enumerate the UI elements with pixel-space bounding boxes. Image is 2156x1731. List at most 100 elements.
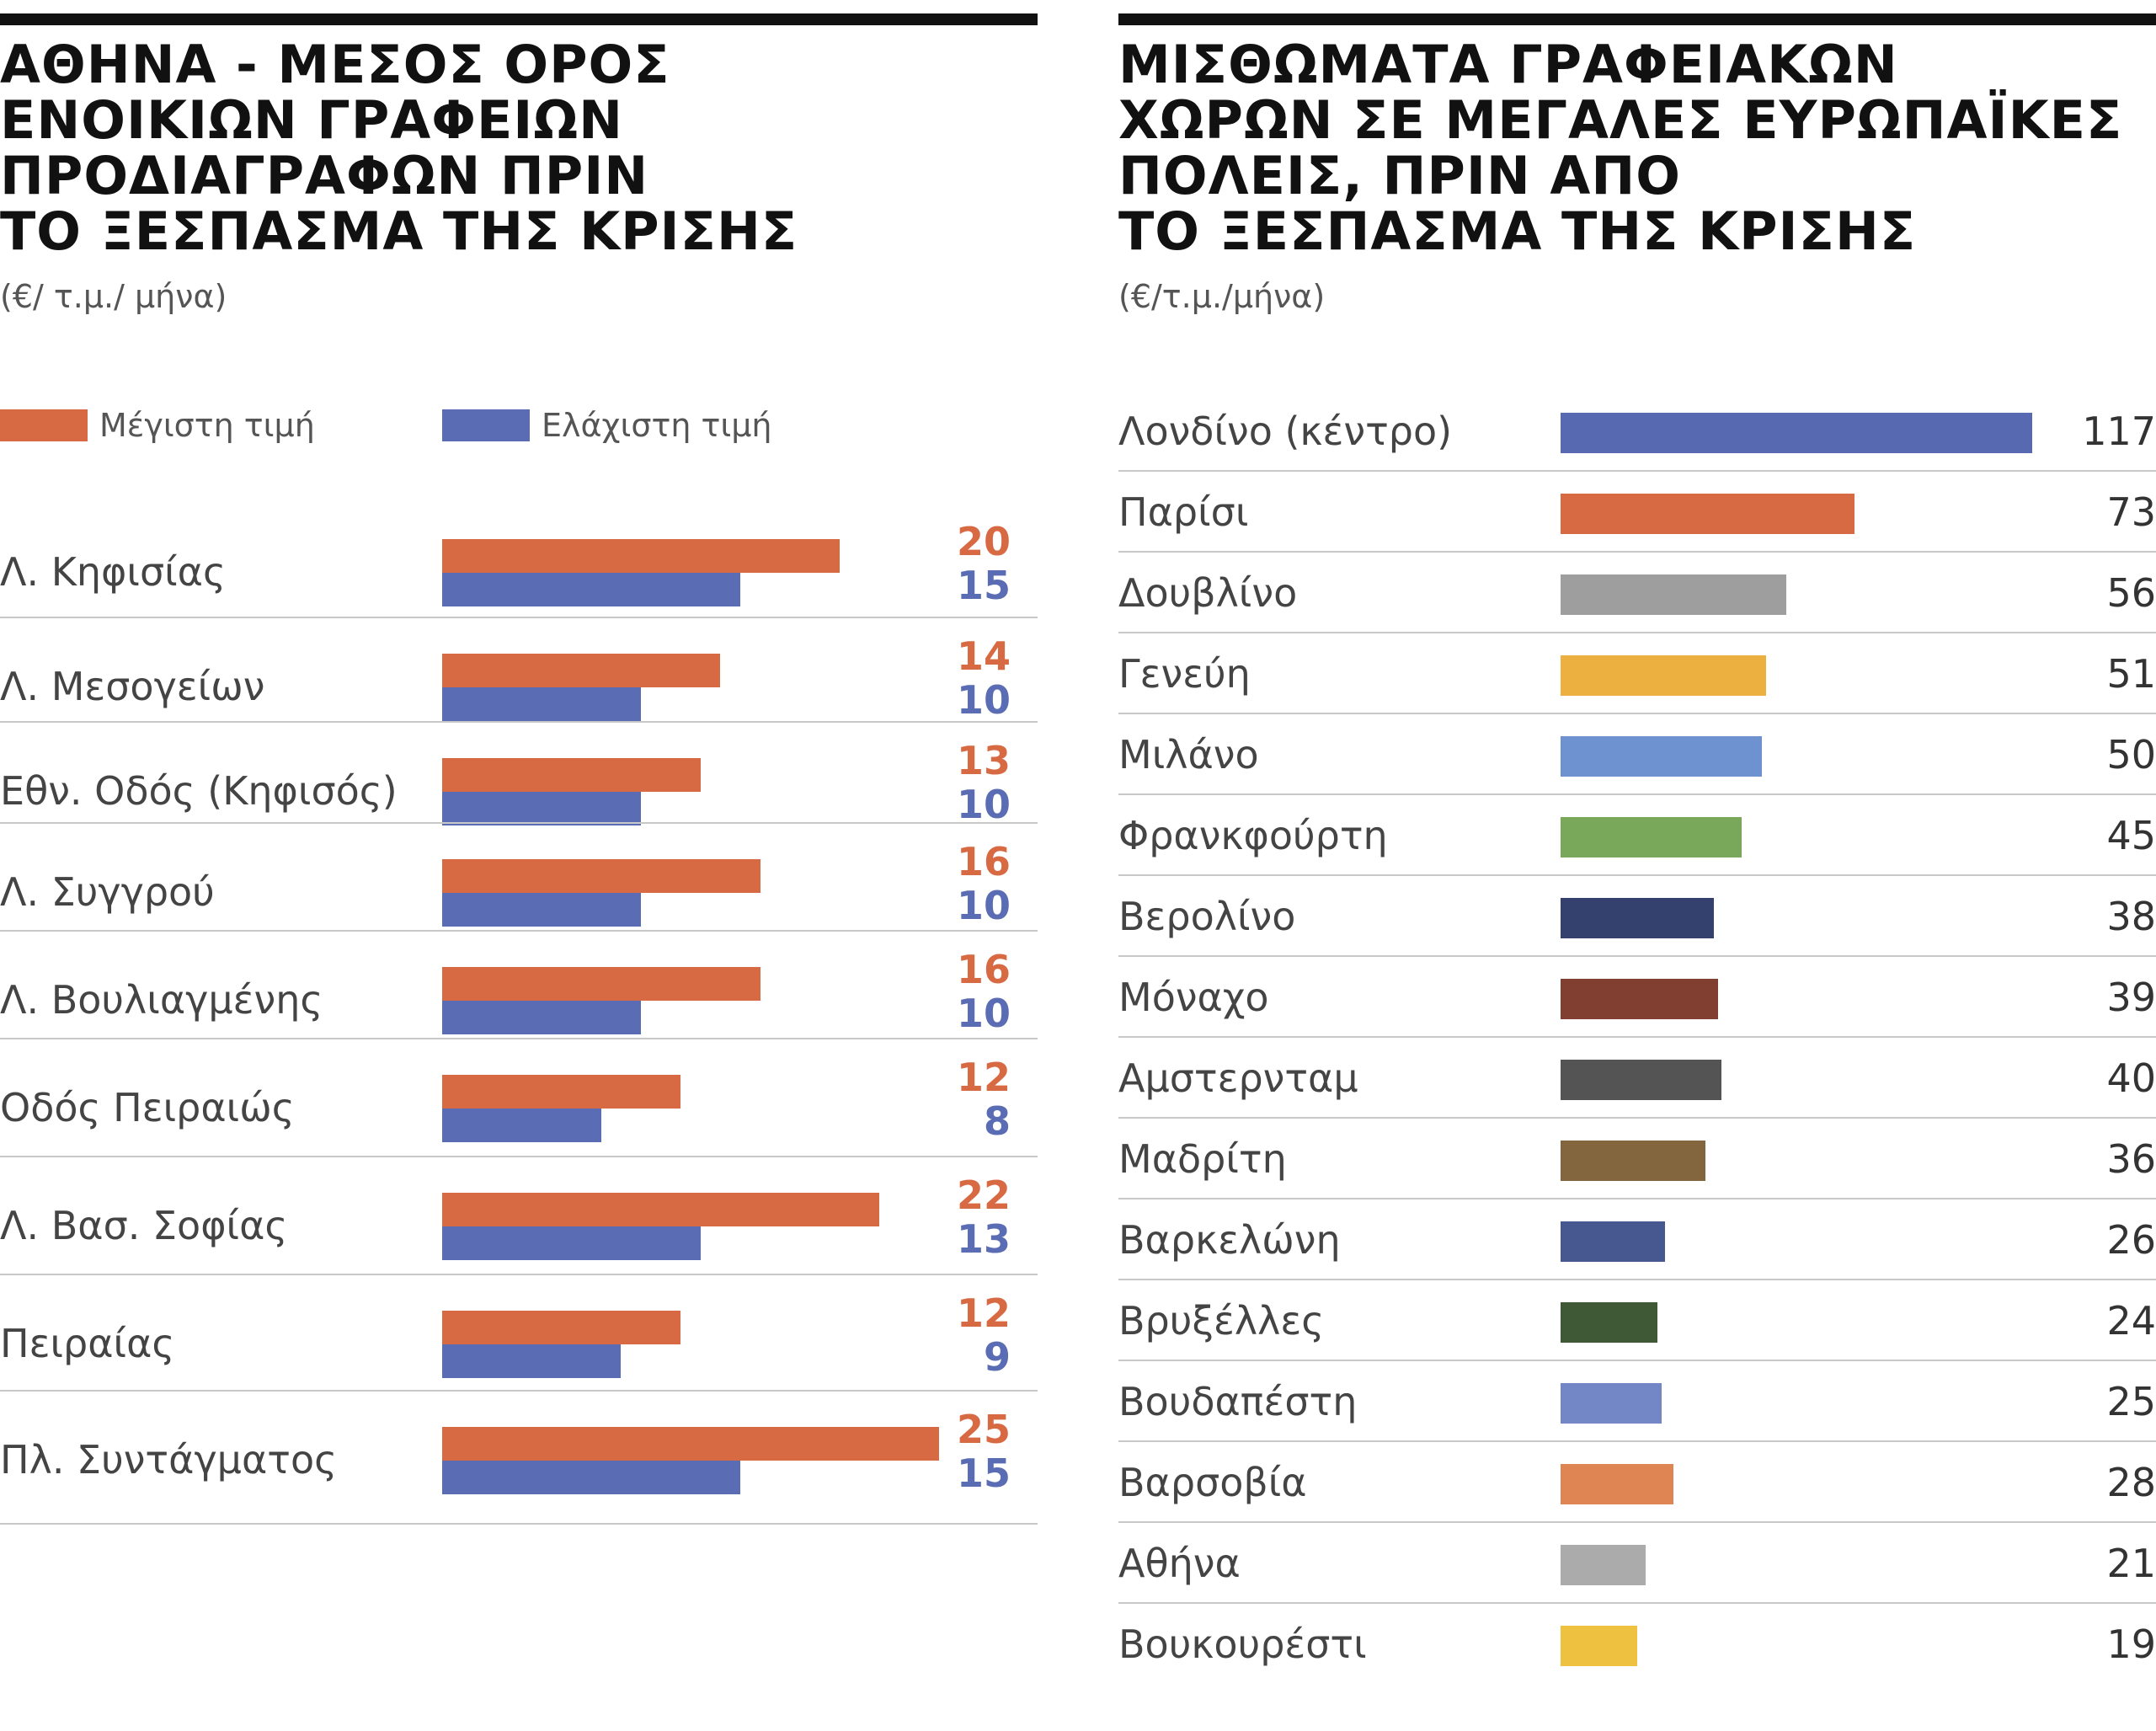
- row-separator: [1118, 1117, 2156, 1119]
- category-label: Λ. Βουλιαγμένης: [0, 977, 323, 1023]
- value-label: 25: [2106, 1379, 2156, 1424]
- bar-row: Λονδίνο (κέντρο) 117: [1118, 391, 2156, 472]
- bar: [1561, 979, 1718, 1019]
- bar-row: Βαρσοβία 28: [1118, 1442, 2156, 1523]
- row-separator: [0, 1274, 1038, 1275]
- bar-max: [442, 539, 840, 573]
- value-label-max: 12: [956, 1055, 1011, 1100]
- value-label: 73: [2106, 489, 2156, 535]
- row-separator: [1118, 955, 2156, 957]
- chart-title-line: ΜΙΣΘΩΜΑΤΑ ΓΡΑΦΕΙΑΚΩΝ: [1118, 34, 1898, 95]
- value-label-min: 10: [956, 782, 1011, 827]
- title-rule: [0, 13, 1038, 25]
- row-separator: [0, 1038, 1038, 1039]
- value-label: 117: [2082, 409, 2156, 454]
- bar-max: [442, 1193, 880, 1226]
- row-separator: [0, 1156, 1038, 1157]
- category-label: Πειραίας: [0, 1321, 175, 1366]
- bar-min: [442, 1001, 641, 1034]
- bar-max: [442, 654, 721, 687]
- row-separator: [1118, 1279, 2156, 1280]
- category-label: Αθήνα: [1118, 1541, 1241, 1586]
- value-label: 19: [2106, 1621, 2156, 1667]
- value-label: 45: [2106, 813, 2156, 858]
- unit-label: (€/ τ.μ./ μήνα): [0, 278, 227, 315]
- bar: [1561, 574, 1787, 615]
- row-separator: [1118, 793, 2156, 795]
- category-label: Λ. Συγγρού: [0, 869, 215, 915]
- category-label: Λ. Μεσογείων: [0, 664, 265, 709]
- legend-label-max: Μέγιστη τιμή: [99, 407, 315, 444]
- row-separator: [1118, 1360, 2156, 1361]
- bar: [1561, 413, 2032, 453]
- chart-title-line: ΑΘΗΝΑ - ΜΕΣΟΣ ΟΡΟΣ: [0, 34, 670, 95]
- chart-title-line: ΧΩΡΩΝ ΣΕ ΜΕΓΑΛΕΣ ΕΥΡΩΠΑΪΚΕΣ: [1118, 89, 2123, 151]
- row-separator: [1118, 713, 2156, 714]
- bar-row: Αθήνα 21: [1118, 1523, 2156, 1604]
- row-separator: [1118, 551, 2156, 553]
- value-label-min: 10: [956, 883, 1011, 928]
- chart-title-line: ΠΡΟΔΙΑΓΡΑΦΩΝ ΠΡΙΝ: [0, 145, 649, 206]
- row-separator: [0, 617, 1038, 618]
- value-label-min: 10: [956, 991, 1011, 1036]
- value-label-max: 22: [956, 1173, 1011, 1218]
- bar: [1561, 1302, 1657, 1343]
- category-label: Λ. Βασ. Σοφίας: [0, 1203, 288, 1248]
- category-label: Μαδρίτη: [1118, 1136, 1287, 1182]
- bar: [1561, 1545, 1646, 1585]
- value-label-max: 16: [956, 839, 1011, 884]
- chart-title-line: ΤΟ ΞΕΣΠΑΣΜΑ ΤΗΣ ΚΡΙΣΗΣ: [0, 200, 798, 262]
- bar-row: Δουβλίνο 56: [1118, 553, 2156, 633]
- value-label-min: 15: [956, 563, 1011, 608]
- chart-title: ΑΘΗΝΑ - ΜΕΣΟΣ ΟΡΟΣ ΕΝΟΙΚΙΩΝ ΓΡΑΦΕΙΩΝ ΠΡΟΔΙ…: [0, 37, 798, 259]
- bar-min: [442, 1461, 740, 1494]
- bar-max: [442, 967, 760, 1001]
- value-label-min: 15: [956, 1451, 1011, 1496]
- value-label-max: 13: [956, 738, 1011, 783]
- value-label: 38: [2106, 894, 2156, 939]
- value-label: 28: [2106, 1460, 2156, 1505]
- value-label: 39: [2106, 975, 2156, 1020]
- bar-max: [442, 859, 760, 893]
- row-separator: [0, 930, 1038, 932]
- value-label-max: 16: [956, 947, 1011, 992]
- bar-max: [442, 1311, 681, 1344]
- value-label: 36: [2106, 1136, 2156, 1182]
- legend-swatch-min: [442, 409, 530, 441]
- european-office-rents-chart: ΜΙΣΘΩΜΑΤΑ ΓΡΑΦΕΙΑΚΩΝ ΧΩΡΩΝ ΣΕ ΜΕΓΑΛΕΣ ΕΥΡ…: [1118, 0, 2156, 1731]
- category-label: Βουκουρέστι: [1118, 1621, 1367, 1667]
- category-label: Εθν. Οδός (Κηφισός): [0, 768, 398, 814]
- row-separator: [0, 1523, 1038, 1525]
- chart-title-line: ΠΟΛΕΙΣ, ΠΡΙΝ ΑΠΟ: [1118, 145, 1681, 206]
- value-label-max: 25: [956, 1407, 1011, 1452]
- bar-row: Μαδρίτη 36: [1118, 1119, 2156, 1199]
- category-label: Οδός Πειραιώς: [0, 1085, 295, 1130]
- athens-office-rents-chart: ΑΘΗΝΑ - ΜΕΣΟΣ ΟΡΟΣ ΕΝΟΙΚΙΩΝ ΓΡΑΦΕΙΩΝ ΠΡΟΔΙ…: [0, 0, 1038, 1731]
- row-separator: [1118, 1198, 2156, 1199]
- chart-title-line: ΤΟ ΞΕΣΠΑΣΜΑ ΤΗΣ ΚΡΙΣΗΣ: [1118, 200, 1917, 262]
- value-label: 21: [2106, 1541, 2156, 1586]
- bar-max: [442, 1427, 939, 1461]
- category-label: Βαρσοβία: [1118, 1460, 1307, 1505]
- row-separator: [1118, 1036, 2156, 1038]
- row-separator: [1118, 1602, 2156, 1604]
- row-separator: [1118, 470, 2156, 472]
- category-label: Πλ. Συντάγματος: [0, 1437, 338, 1483]
- value-label-min: 8: [983, 1098, 1011, 1144]
- row-separator: [0, 721, 1038, 723]
- category-label: Βουδαπέστη: [1118, 1379, 1358, 1424]
- bar: [1561, 1464, 1674, 1504]
- bar-row: Γενεύη 51: [1118, 633, 2156, 714]
- bar-row: Βρυξέλλες 24: [1118, 1280, 2156, 1361]
- bar-row: Φρανκφούρτη 45: [1118, 795, 2156, 876]
- value-label: 24: [2106, 1298, 2156, 1344]
- value-label: 50: [2106, 732, 2156, 777]
- bar: [1561, 655, 1767, 696]
- row-separator: [0, 822, 1038, 824]
- value-label-max: 20: [956, 519, 1011, 564]
- value-label-max: 14: [956, 633, 1011, 679]
- category-label: Γενεύη: [1118, 651, 1251, 697]
- bar: [1561, 736, 1763, 777]
- bar: [1561, 1141, 1706, 1181]
- bar: [1561, 898, 1714, 938]
